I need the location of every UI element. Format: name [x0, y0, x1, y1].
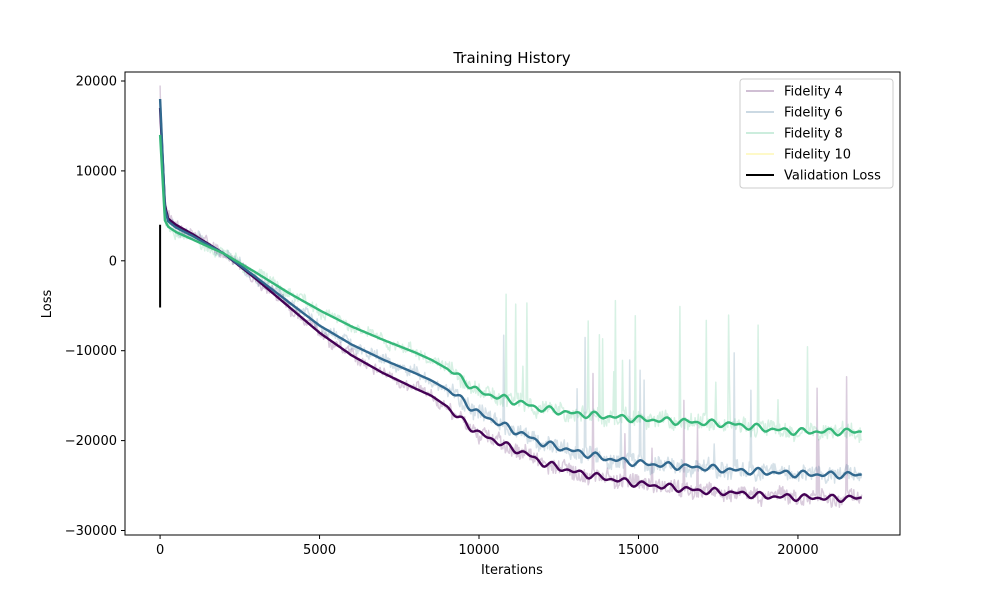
y-tick-label: 20000: [76, 74, 117, 89]
x-tick-label: 20000: [777, 543, 818, 558]
x-tick-label: 15000: [618, 543, 659, 558]
raw-line-fidelity-8: [159, 134, 863, 444]
y-axis-label: Loss: [40, 290, 55, 319]
legend-label: Fidelity 6: [784, 106, 843, 121]
y-tick-label: −30000: [65, 524, 117, 539]
y-tick-label: −10000: [65, 344, 117, 359]
y-tick-label: −20000: [65, 434, 117, 449]
legend-label: Fidelity 4: [784, 85, 843, 100]
legend-box: [739, 78, 894, 189]
x-axis-ticks: 0 5000 10000 15000 20000: [156, 535, 819, 558]
chart-title: Training History: [452, 49, 570, 67]
smooth-line-fidelity-8: [158, 134, 863, 437]
smooth-line-fidelity-6: [158, 98, 862, 480]
legend-label: Validation Loss: [784, 169, 881, 184]
x-tick-label: 5000: [303, 543, 336, 558]
x-tick-label: 0: [156, 543, 164, 558]
x-axis-label: Iterations: [481, 563, 543, 578]
smoothed-series-layer: [158, 98, 863, 503]
legend: Fidelity 4 Fidelity 6 Fidelity 8 Fidelity 1…: [739, 78, 894, 189]
x-tick-label: 10000: [458, 543, 499, 558]
plot-frame: [124, 71, 901, 536]
y-axis-ticks: −30000 −20000 −10000 0 10000 20000: [65, 74, 125, 539]
y-tick-label: 0: [109, 254, 117, 269]
smooth-line-fidelity-4: [158, 107, 862, 503]
legend-label: Fidelity 8: [784, 127, 843, 142]
y-tick-label: 10000: [76, 164, 117, 179]
legend-label: Fidelity 10: [784, 148, 851, 163]
